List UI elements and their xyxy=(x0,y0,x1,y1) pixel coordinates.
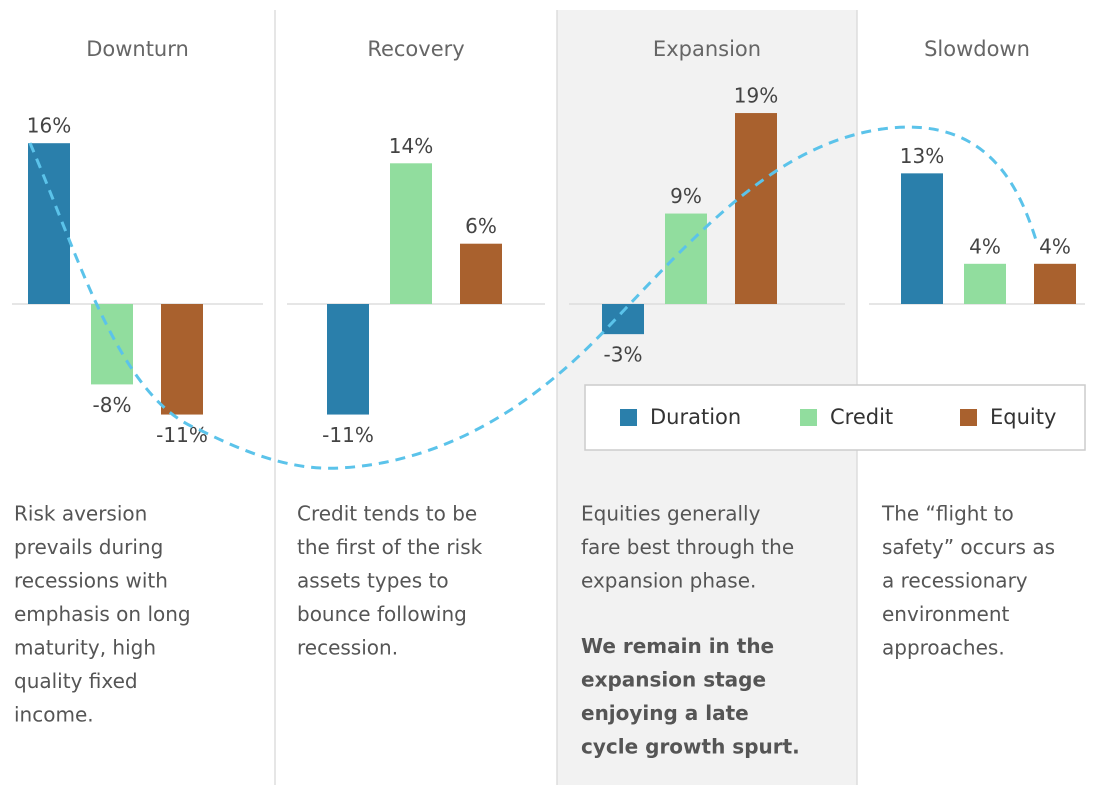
legend-swatch xyxy=(960,409,977,426)
legend-swatch xyxy=(800,409,817,426)
description-bold-line: enjoying a late xyxy=(581,701,749,725)
description-bold-line: We remain in the xyxy=(581,634,774,658)
value-label: 13% xyxy=(900,144,944,168)
legend-box xyxy=(584,384,1086,451)
value-label: -11% xyxy=(156,423,208,447)
panel-title: Expansion xyxy=(653,37,761,61)
bar xyxy=(161,304,203,415)
legend-label: Equity xyxy=(990,405,1056,429)
description-line: recession. xyxy=(297,636,398,660)
description-line: approaches. xyxy=(882,636,1005,660)
value-label: -11% xyxy=(322,423,374,447)
value-label: -3% xyxy=(604,343,643,367)
description-line: environment xyxy=(882,602,1010,626)
description-line: quality fixed xyxy=(14,669,138,693)
description-line: The “flight to xyxy=(881,502,1014,526)
description-line: prevails during xyxy=(14,535,163,559)
panel-title: Slowdown xyxy=(924,37,1030,61)
description-bold-line: expansion stage xyxy=(581,668,766,692)
cycle-curve xyxy=(28,125,1038,470)
description-line: Credit tends to be xyxy=(297,502,477,526)
legend-label: Credit xyxy=(830,405,893,429)
description-line: Risk aversion xyxy=(14,502,147,526)
bar xyxy=(460,243,502,304)
description-bold-line: cycle growth spurt. xyxy=(581,735,800,759)
bar xyxy=(390,163,432,304)
description-line: emphasis on long xyxy=(14,602,191,626)
description-line: safety” occurs as xyxy=(882,535,1055,559)
bar xyxy=(1034,263,1076,304)
value-label: 9% xyxy=(670,184,702,208)
panel-title: Recovery xyxy=(367,37,464,61)
descriptions: Risk aversion prevails during recessions w… xyxy=(14,502,1055,759)
value-label: 14% xyxy=(389,134,433,158)
bar xyxy=(327,304,369,415)
value-label: -8% xyxy=(93,393,132,417)
bar xyxy=(735,113,777,304)
panel-title: Downturn xyxy=(86,37,189,61)
value-label: 19% xyxy=(734,84,778,108)
legend-label: Duration xyxy=(650,405,741,429)
description-line: expansion phase. xyxy=(581,569,756,593)
description-line: income. xyxy=(14,703,94,727)
value-label: 16% xyxy=(27,114,71,138)
description-line: bounce following xyxy=(297,602,467,626)
bar xyxy=(602,304,644,335)
description-line: Equities generally xyxy=(581,502,761,526)
description-line: maturity, high xyxy=(14,636,156,660)
value-label: 4% xyxy=(969,234,1001,258)
description-line: assets types to xyxy=(297,569,449,593)
description-line: a recessionary xyxy=(882,569,1028,593)
description-line: the first of the risk xyxy=(297,535,483,559)
value-label: 6% xyxy=(465,214,497,238)
bar xyxy=(901,173,943,304)
value-label: 4% xyxy=(1039,234,1071,258)
bar xyxy=(91,304,133,385)
legend-swatch xyxy=(620,409,637,426)
legend: Duration Credit Equity xyxy=(620,405,1056,429)
bar xyxy=(964,263,1006,304)
description-line: recessions with xyxy=(14,569,168,593)
description-line: fare best through the xyxy=(581,535,794,559)
